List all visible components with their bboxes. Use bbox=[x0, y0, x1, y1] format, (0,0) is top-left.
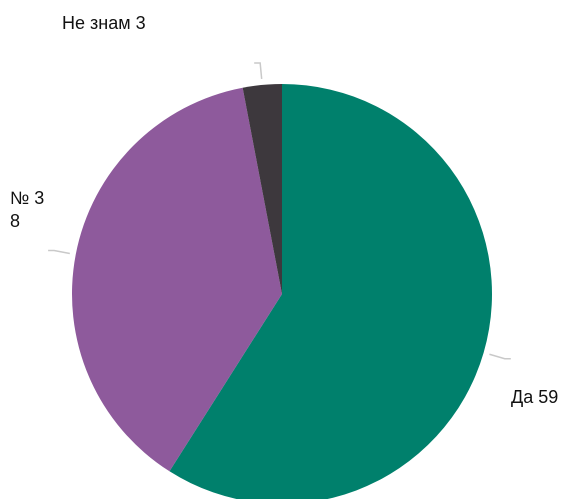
pie-slices bbox=[72, 84, 492, 504]
pie-slice-da bbox=[169, 84, 492, 504]
leader-line bbox=[48, 249, 70, 255]
pie-slice-no bbox=[72, 87, 282, 472]
pie-slice-ne-znam bbox=[242, 84, 282, 294]
slice-label-da: Да 59 bbox=[511, 387, 559, 407]
leader-lines bbox=[48, 62, 511, 360]
slice-label-ne-znam: Не знам 3 bbox=[62, 13, 146, 33]
leader-line bbox=[254, 62, 263, 80]
slice-label-no: № 3 8 bbox=[10, 188, 45, 231]
leader-line bbox=[489, 353, 511, 360]
